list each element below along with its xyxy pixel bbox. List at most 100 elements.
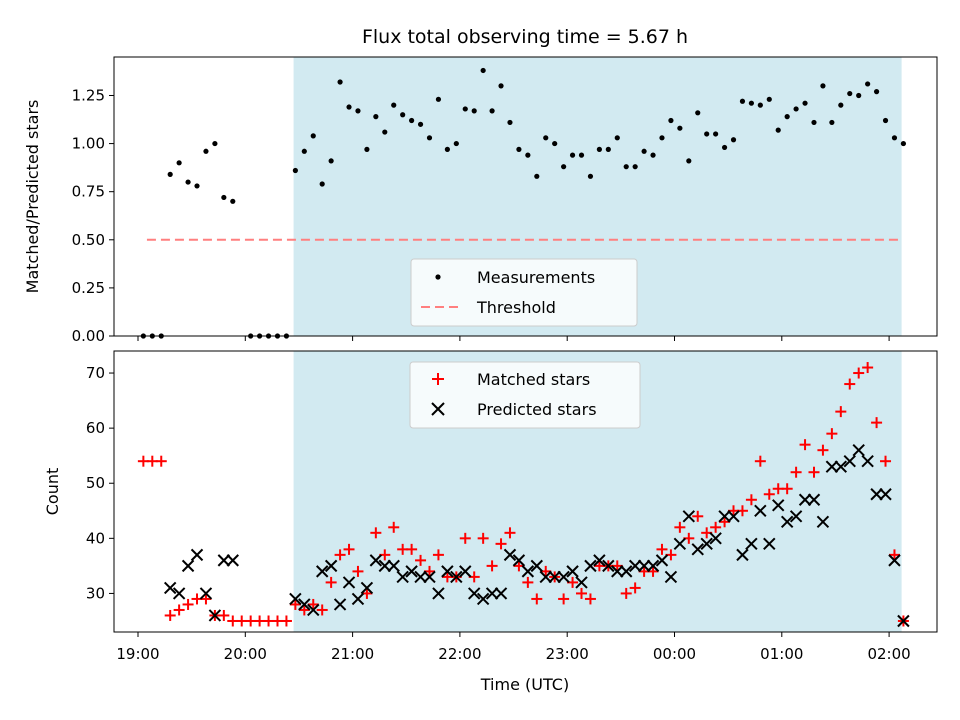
measurement-point bbox=[587, 173, 594, 179]
predicted-star-point bbox=[396, 570, 409, 584]
predicted-star-point bbox=[763, 537, 776, 551]
predicted-star-point bbox=[208, 609, 222, 622]
predicted-star-point bbox=[789, 510, 803, 523]
predicted-star-point bbox=[673, 537, 687, 551]
matched-star-point bbox=[307, 598, 319, 610]
y-tick-label: 0.50 bbox=[72, 231, 105, 249]
predicted-star-point bbox=[628, 559, 642, 573]
measurement-point bbox=[838, 102, 844, 108]
measurement-point bbox=[373, 114, 379, 120]
matched-star-point bbox=[808, 466, 820, 478]
x-tick-label: 02:00 bbox=[867, 645, 910, 663]
measurement-point bbox=[346, 104, 352, 110]
matched-star-point bbox=[790, 466, 802, 478]
predicted-star-point bbox=[879, 488, 892, 501]
predicted-star-point bbox=[163, 581, 177, 595]
y-tick-label: 30 bbox=[86, 584, 105, 602]
measurement-point bbox=[301, 148, 307, 154]
predicted-star-point bbox=[700, 537, 713, 551]
predicted-star-point bbox=[369, 554, 383, 567]
predicted-star-point bbox=[342, 576, 356, 589]
matched-star-point bbox=[781, 483, 793, 495]
predicted-star-point bbox=[494, 587, 508, 600]
predicted-star-point bbox=[459, 565, 472, 578]
measurement-point bbox=[221, 194, 227, 201]
measurement-point bbox=[739, 98, 746, 104]
measurement-point bbox=[659, 135, 665, 141]
y-tick-label: 0.75 bbox=[72, 183, 105, 201]
measurement-point bbox=[668, 117, 674, 124]
predicted-star-point bbox=[754, 504, 767, 517]
x-tick-label: 22:00 bbox=[438, 645, 481, 663]
matched-star-point bbox=[880, 455, 892, 467]
measurement-point bbox=[811, 119, 817, 126]
top-legend: Measurements Threshold bbox=[410, 258, 638, 327]
matched-star-point bbox=[754, 455, 766, 467]
predicted-star-point bbox=[718, 510, 731, 523]
bottom-axes-frame bbox=[113, 350, 938, 633]
matched-star-point bbox=[763, 488, 775, 500]
y-tick-label: 70 bbox=[86, 364, 105, 382]
legend-threshold-label: Threshold bbox=[476, 298, 556, 317]
matched-star-point bbox=[817, 444, 829, 456]
matched-star-point bbox=[415, 554, 427, 566]
matched-star-point bbox=[218, 609, 230, 621]
matched-star-point bbox=[745, 494, 757, 506]
predicted-star-point bbox=[772, 499, 785, 512]
matched-star-point bbox=[289, 598, 301, 610]
matched-star-point bbox=[674, 521, 686, 533]
predicted-star-point bbox=[611, 565, 624, 578]
predicted-star-point bbox=[324, 559, 338, 573]
measurement-point bbox=[686, 158, 692, 164]
measurement-point bbox=[873, 89, 880, 95]
matched-star-point bbox=[826, 428, 838, 440]
measurement-point bbox=[802, 100, 808, 106]
measurement-point bbox=[453, 140, 459, 147]
predicted-star-point bbox=[852, 443, 865, 457]
predicted-star-point bbox=[897, 614, 910, 628]
measurement-point bbox=[641, 148, 647, 154]
measurement-point bbox=[185, 179, 191, 185]
x-tick-label: 00:00 bbox=[653, 645, 696, 663]
matched-star-point bbox=[692, 510, 704, 522]
measurement-point bbox=[578, 152, 585, 158]
predicted-star-point bbox=[217, 554, 231, 567]
predicted-star-point bbox=[503, 548, 517, 562]
predicted-star-point bbox=[557, 570, 570, 584]
measurement-point bbox=[569, 152, 576, 158]
predicted-star-point bbox=[655, 554, 669, 567]
predicted-star-point bbox=[530, 559, 544, 573]
x-tick-label: 19:00 bbox=[116, 645, 159, 663]
measurement-point bbox=[900, 140, 907, 147]
measurement-point bbox=[757, 102, 763, 108]
matched-star-point bbox=[459, 532, 471, 544]
matched-star-point bbox=[406, 543, 418, 555]
predicted-star-point bbox=[566, 565, 579, 578]
predicted-star-point bbox=[745, 537, 758, 551]
matched-star-point bbox=[710, 521, 722, 533]
bottom-y-axis-label: Count bbox=[43, 468, 62, 516]
measurement-point bbox=[382, 129, 388, 135]
measurement-point bbox=[766, 96, 772, 102]
matched-star-point bbox=[531, 593, 543, 605]
measurement-point bbox=[328, 158, 334, 164]
predicted-star-point bbox=[172, 587, 186, 600]
predicted-star-point bbox=[476, 592, 490, 606]
measurement-point bbox=[462, 106, 468, 112]
predicted-star-point bbox=[521, 565, 535, 578]
measurement-point bbox=[507, 119, 513, 126]
predicted-star-point bbox=[333, 598, 347, 611]
measurement-point bbox=[596, 146, 602, 152]
predicted-star-point bbox=[843, 454, 856, 468]
predicted-star-point bbox=[539, 570, 552, 584]
predicted-star-point bbox=[441, 565, 454, 578]
measurement-point bbox=[435, 96, 442, 102]
measurement-point bbox=[534, 173, 540, 179]
predicted-star-point bbox=[646, 559, 660, 573]
predicted-star-point bbox=[289, 592, 302, 606]
predicted-star-point bbox=[861, 454, 874, 468]
matched-star-point bbox=[477, 532, 489, 544]
predicted-star-point bbox=[199, 587, 213, 600]
measurement-point bbox=[829, 119, 835, 126]
